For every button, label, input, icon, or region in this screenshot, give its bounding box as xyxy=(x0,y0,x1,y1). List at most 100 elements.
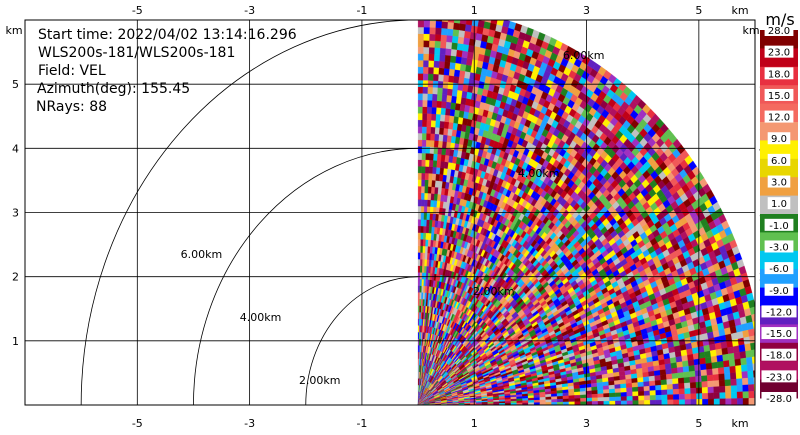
velocity-cell xyxy=(437,87,444,95)
velocity-cell xyxy=(752,363,755,371)
velocity-cell xyxy=(443,8,450,15)
velocity-cell xyxy=(709,343,717,352)
velocity-cell xyxy=(464,30,472,39)
velocity-cell xyxy=(417,239,421,247)
velocity-cell xyxy=(694,370,702,377)
velocity-cell xyxy=(456,49,463,58)
velocity-cell xyxy=(438,134,444,142)
velocity-cell xyxy=(424,199,428,207)
velocity-cell xyxy=(733,352,741,360)
velocity-cell xyxy=(738,344,746,353)
velocity-cell xyxy=(455,56,462,64)
velocity-cell xyxy=(457,36,465,45)
velocity-cell xyxy=(417,179,422,187)
velocity-cell xyxy=(426,139,431,147)
velocity-cell xyxy=(422,133,427,141)
velocity-cell xyxy=(445,108,451,116)
velocity-cell xyxy=(417,106,423,114)
velocity-cell xyxy=(443,68,450,76)
velocity-cell xyxy=(417,172,422,180)
velocity-cell xyxy=(705,356,712,364)
velocity-cell xyxy=(434,133,440,141)
velocity-cell xyxy=(426,126,432,134)
velocity-cell xyxy=(705,362,713,370)
velocity-cell xyxy=(417,205,422,213)
velocity-cell xyxy=(429,159,434,168)
velocity-cell xyxy=(422,245,426,253)
velocity-cell xyxy=(439,120,445,129)
velocity-cell xyxy=(428,179,433,187)
velocity-cell xyxy=(484,20,492,23)
velocity-cell xyxy=(420,212,425,220)
velocity-cell xyxy=(417,132,423,140)
velocity-cell xyxy=(432,160,438,168)
velocity-cell xyxy=(420,252,423,260)
velocity-cell xyxy=(422,126,427,134)
velocity-cell xyxy=(417,26,425,34)
velocity-cell xyxy=(449,9,456,16)
velocity-cell xyxy=(427,93,433,101)
velocity-cell xyxy=(417,166,422,174)
velocity-cell xyxy=(426,119,432,128)
velocity-cell xyxy=(423,73,429,81)
velocity-cell xyxy=(421,152,427,160)
velocity-cell xyxy=(746,356,753,365)
velocity-cell xyxy=(659,364,666,371)
velocity-cell xyxy=(429,20,437,28)
velocity-cell xyxy=(648,370,655,377)
velocity-cell xyxy=(710,355,718,364)
velocity-cell xyxy=(435,34,442,42)
velocity-cell xyxy=(417,292,420,300)
velocity-cell xyxy=(438,74,445,82)
velocity-cell xyxy=(422,93,428,101)
velocity-cell xyxy=(428,66,435,75)
velocity-cell xyxy=(439,47,447,56)
velocity-cell xyxy=(436,100,443,108)
velocity-cell xyxy=(441,101,447,109)
velocity-cell xyxy=(423,66,429,74)
velocity-cell xyxy=(440,114,446,122)
velocity-cell xyxy=(417,126,423,134)
velocity-cell xyxy=(421,179,426,187)
velocity-cell xyxy=(700,369,708,377)
velocity-cell xyxy=(433,73,439,82)
velocity-cell xyxy=(432,87,439,95)
velocity-cell xyxy=(417,245,421,253)
velocity-cell xyxy=(458,29,466,38)
velocity-cell xyxy=(417,212,422,220)
velocity-cell xyxy=(454,69,461,77)
velocity-cell xyxy=(687,359,695,367)
velocity-cell xyxy=(463,37,471,46)
velocity-cell xyxy=(417,86,424,94)
velocity-cell xyxy=(450,55,457,64)
velocity-cell xyxy=(433,60,440,68)
velocity-cell xyxy=(439,60,446,69)
velocity-cell xyxy=(421,186,426,194)
velocity-cell xyxy=(677,372,685,379)
velocity-cell xyxy=(608,380,615,386)
velocity-cell xyxy=(440,107,447,116)
velocity-cell xyxy=(446,28,454,36)
velocity-cell xyxy=(642,376,650,383)
velocity-cell xyxy=(728,359,736,367)
velocity-cell xyxy=(417,20,425,28)
velocity-cell xyxy=(425,146,431,154)
velocity-cell xyxy=(717,361,725,369)
velocity-cell xyxy=(433,153,438,161)
velocity-cell xyxy=(715,348,723,357)
velocity-cell xyxy=(417,278,421,286)
velocity-cell xyxy=(490,20,498,25)
velocity-cell xyxy=(636,372,644,379)
velocity-cell xyxy=(721,347,729,356)
velocity-cell xyxy=(464,24,473,33)
velocity-cell xyxy=(682,366,690,373)
velocity-cell xyxy=(675,356,683,363)
velocity-cell xyxy=(419,272,423,280)
velocity-cell xyxy=(424,192,429,200)
velocity-cell xyxy=(700,363,707,371)
velocity-cell xyxy=(419,265,423,273)
velocity-cell xyxy=(666,373,673,380)
velocity-cell xyxy=(441,20,449,23)
velocity-cell xyxy=(614,380,621,386)
velocity-cell xyxy=(694,364,701,372)
